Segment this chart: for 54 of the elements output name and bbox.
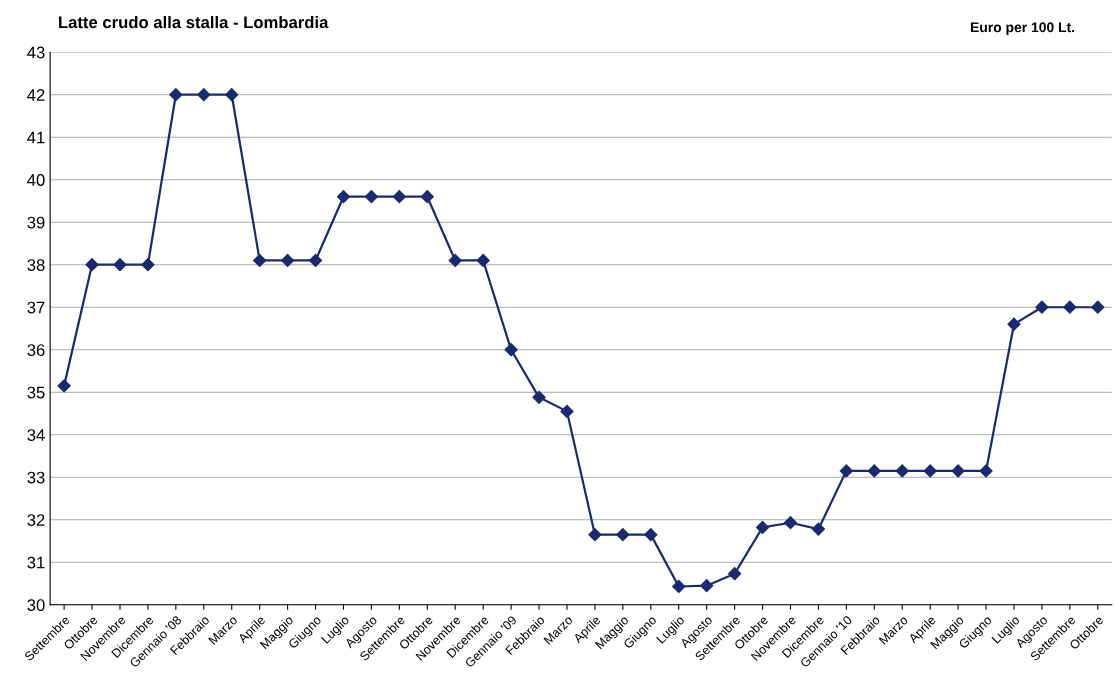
point	[532, 390, 546, 404]
point	[1035, 300, 1049, 314]
point	[253, 253, 267, 268]
y-tick-label: 33	[27, 471, 45, 484]
point	[85, 258, 99, 272]
y-tick-label: 30	[27, 599, 45, 611]
point	[57, 379, 71, 393]
point	[504, 343, 518, 357]
y-tick-label: 31	[27, 556, 45, 569]
y-tick-label: 38	[27, 259, 45, 271]
point	[420, 190, 434, 204]
point	[755, 520, 770, 535]
point	[867, 464, 881, 478]
point	[364, 190, 379, 204]
point	[141, 258, 155, 272]
point	[225, 88, 239, 102]
point	[560, 404, 574, 418]
y-tick-label: 43	[27, 46, 45, 59]
point	[392, 190, 406, 204]
point	[895, 464, 909, 478]
y-tick-label: 36	[27, 344, 45, 356]
point	[644, 528, 658, 542]
text: Euro per 100 Lt.	[970, 22, 1075, 35]
point	[811, 522, 826, 536]
y-tick-label: 35	[27, 386, 45, 399]
point	[588, 528, 602, 542]
point	[839, 464, 853, 478]
y-tick-label: 32	[27, 514, 45, 526]
point	[336, 190, 351, 204]
point	[476, 253, 490, 268]
point	[783, 516, 798, 530]
point	[1063, 300, 1077, 314]
y-tick-label: 34	[27, 429, 45, 441]
point	[113, 258, 127, 272]
point	[281, 253, 295, 268]
point	[672, 579, 686, 594]
y-tick-label: 39	[27, 216, 45, 229]
point	[979, 464, 993, 478]
point	[951, 464, 965, 478]
point	[728, 567, 742, 581]
point	[1091, 300, 1105, 314]
y-tick-label: 42	[27, 89, 45, 101]
point	[308, 253, 323, 268]
chart-title: Latte crudo alla stalla - Lombardia	[59, 15, 329, 29]
y-tick-label: 40	[27, 174, 45, 186]
point	[1007, 317, 1021, 331]
y-tick-label: 41	[27, 131, 45, 144]
point	[700, 579, 714, 593]
point	[923, 464, 937, 478]
point	[616, 528, 630, 542]
y-tick-label: 37	[27, 301, 45, 314]
point	[169, 88, 183, 102]
point	[448, 253, 462, 268]
point	[197, 88, 211, 102]
